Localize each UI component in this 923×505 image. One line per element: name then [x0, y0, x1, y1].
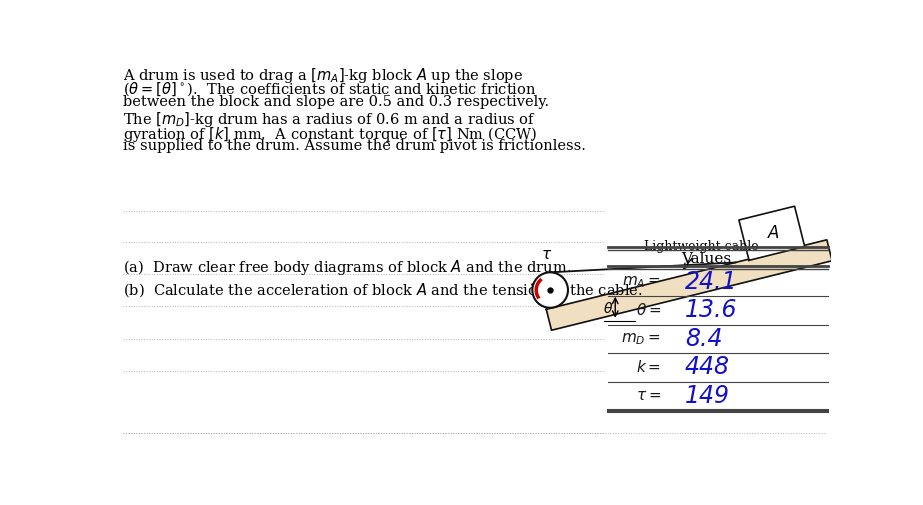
Text: Values: Values [681, 252, 731, 266]
Text: $m_A =$: $m_A =$ [622, 274, 665, 290]
Text: ($\theta = [\theta]^\circ$).  The coefficients of static and kinetic friction: ($\theta = [\theta]^\circ$). The coeffic… [123, 81, 536, 98]
Text: 149: 149 [685, 384, 730, 408]
Polygon shape [739, 206, 805, 261]
Text: $m_D =$: $m_D =$ [621, 331, 665, 347]
Circle shape [533, 272, 568, 308]
Polygon shape [546, 240, 832, 330]
Text: $\tau =$: $\tau =$ [636, 389, 665, 403]
Text: The $[m_D]$-kg drum has a radius of 0.6 m and a radius of: The $[m_D]$-kg drum has a radius of 0.6 … [123, 110, 536, 129]
Text: $\theta =$: $\theta =$ [636, 302, 665, 319]
Text: 24.1: 24.1 [685, 270, 737, 294]
Text: 448: 448 [685, 356, 730, 379]
Text: between the block and slope are 0.5 and 0.3 respectively.: between the block and slope are 0.5 and … [123, 95, 549, 109]
Text: (a)  Draw clear free body diagrams of block $A$ and the drum.: (a) Draw clear free body diagrams of blo… [123, 259, 571, 277]
Text: $A$: $A$ [767, 225, 780, 242]
Text: $k =$: $k =$ [636, 360, 665, 375]
Text: 8.4: 8.4 [685, 327, 723, 351]
Text: $\theta$: $\theta$ [604, 301, 614, 316]
Text: (b)  Calculate the acceleration of block $A$ and the tension in the cable.: (b) Calculate the acceleration of block … [123, 282, 642, 299]
Text: 13.6: 13.6 [685, 298, 737, 323]
Text: is supplied to the drum. Assume the drum pivot is frictionless.: is supplied to the drum. Assume the drum… [123, 139, 586, 153]
Text: $\tau$: $\tau$ [541, 247, 552, 262]
Text: gyration of $[k]$ mm.  A constant torque of $[\tau]$ Nm (CCW): gyration of $[k]$ mm. A constant torque … [123, 125, 537, 143]
Text: Lightweight cable: Lightweight cable [644, 240, 759, 269]
Text: A drum is used to drag a $[m_A]$-kg block $A$ up the slope: A drum is used to drag a $[m_A]$-kg bloc… [123, 66, 523, 85]
